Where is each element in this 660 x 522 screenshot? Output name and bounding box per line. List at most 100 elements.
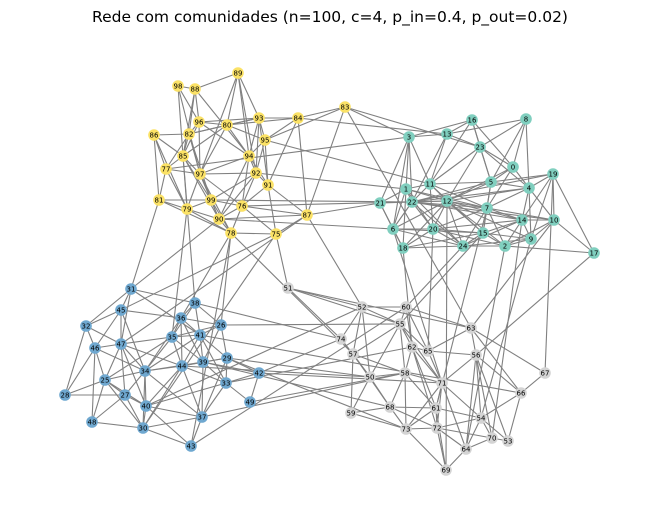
edge-58-61 xyxy=(404,372,437,409)
node-circle xyxy=(221,119,233,131)
node-label: 35 xyxy=(168,334,177,342)
edge-63-83 xyxy=(344,106,472,329)
node-circle xyxy=(403,131,415,143)
edge-34-30 xyxy=(142,370,146,429)
edge-76-87 xyxy=(241,205,308,216)
node-86: 86 xyxy=(148,129,160,141)
edge-72-64 xyxy=(436,427,467,450)
node-66: 66 xyxy=(515,387,527,399)
node-circle xyxy=(427,223,439,235)
node-circle xyxy=(177,150,189,162)
node-39: 39 xyxy=(197,356,209,368)
node-62: 62 xyxy=(406,341,418,353)
edge-37-33 xyxy=(201,382,227,418)
node-circle xyxy=(547,168,559,180)
edge-45-34 xyxy=(120,309,146,372)
node-circle xyxy=(384,401,396,413)
edge-22-4 xyxy=(411,187,530,203)
edge-17-56 xyxy=(475,252,595,356)
node-label: 92 xyxy=(252,170,261,178)
node-label: 31 xyxy=(127,286,136,294)
node-circle xyxy=(140,400,152,412)
edge-11-5 xyxy=(429,181,492,185)
node-label: 14 xyxy=(518,217,527,225)
node-label: 53 xyxy=(504,438,513,446)
edge-10-2 xyxy=(504,219,555,247)
edge-58-68 xyxy=(389,372,406,408)
node-circle xyxy=(394,318,406,330)
node-circle xyxy=(205,194,217,206)
node-circle xyxy=(399,367,411,379)
node-label: 69 xyxy=(442,467,451,475)
node-label: 44 xyxy=(178,363,187,371)
node-78: 78 xyxy=(225,227,237,239)
node-circle xyxy=(193,116,205,128)
edge-92-1 xyxy=(255,172,407,190)
node-circle xyxy=(400,301,412,313)
edge-61-68 xyxy=(389,406,437,409)
node-circle xyxy=(250,167,262,179)
edge-22-19 xyxy=(411,173,554,203)
edge-44-40 xyxy=(145,365,183,407)
node-1: 1 xyxy=(400,183,412,195)
node-50: 50 xyxy=(364,371,376,383)
edge-71-73 xyxy=(405,382,443,430)
node-circle xyxy=(465,322,477,334)
node-label: 27 xyxy=(121,392,130,400)
node-label: 81 xyxy=(155,197,164,205)
node-circle xyxy=(259,134,271,146)
node-circle xyxy=(474,141,486,153)
node-69: 69 xyxy=(440,464,452,476)
node-label: 25 xyxy=(101,377,110,385)
edge-92-99 xyxy=(210,172,257,201)
edge-12-4 xyxy=(446,187,530,202)
edge-11-3 xyxy=(408,136,431,185)
edge-57-52 xyxy=(352,306,363,355)
node-circle xyxy=(270,228,282,240)
node-label: 54 xyxy=(477,415,486,423)
node-label: 57 xyxy=(349,351,358,359)
edge-73-69 xyxy=(405,428,447,471)
edge-51-74 xyxy=(287,287,342,340)
edge-84-87 xyxy=(297,117,308,216)
node-circle xyxy=(588,247,600,259)
node-51: 51 xyxy=(282,282,294,294)
node-22: 22 xyxy=(406,196,418,208)
node-label: 93 xyxy=(255,115,264,123)
edge-30-75 xyxy=(142,233,277,429)
node-label: 20 xyxy=(429,226,438,234)
edge-25-28 xyxy=(64,379,106,396)
node-label: 66 xyxy=(517,390,526,398)
node-circle xyxy=(213,213,225,225)
node-label: 89 xyxy=(234,70,243,78)
edge-46-28 xyxy=(64,347,96,396)
node-circle xyxy=(282,282,294,294)
node-33: 33 xyxy=(220,377,232,389)
node-label: 83 xyxy=(341,104,350,112)
node-label: 6 xyxy=(391,226,396,234)
node-28: 28 xyxy=(59,389,71,401)
node-circle xyxy=(215,319,227,331)
node-circle xyxy=(232,67,244,79)
node-81: 81 xyxy=(153,194,165,206)
edge-56-70 xyxy=(475,354,493,439)
edge-23-8 xyxy=(479,118,527,148)
node-circle xyxy=(485,176,497,188)
node-label: 41 xyxy=(196,332,205,340)
node-61: 61 xyxy=(430,402,442,414)
node-58: 58 xyxy=(399,367,411,379)
edge-92-90 xyxy=(218,172,257,220)
node-circle xyxy=(525,233,537,245)
edge-78-79 xyxy=(186,208,232,234)
node-circle xyxy=(539,367,551,379)
node-label: 96 xyxy=(195,119,204,127)
node-circle xyxy=(339,101,351,113)
edge-22-14 xyxy=(411,201,523,221)
edge-71-56 xyxy=(441,354,477,384)
node-circle xyxy=(422,345,434,357)
node-10: 10 xyxy=(548,214,560,226)
node-14: 14 xyxy=(516,214,528,226)
node-89: 89 xyxy=(232,67,244,79)
edge-65-63 xyxy=(427,327,472,352)
